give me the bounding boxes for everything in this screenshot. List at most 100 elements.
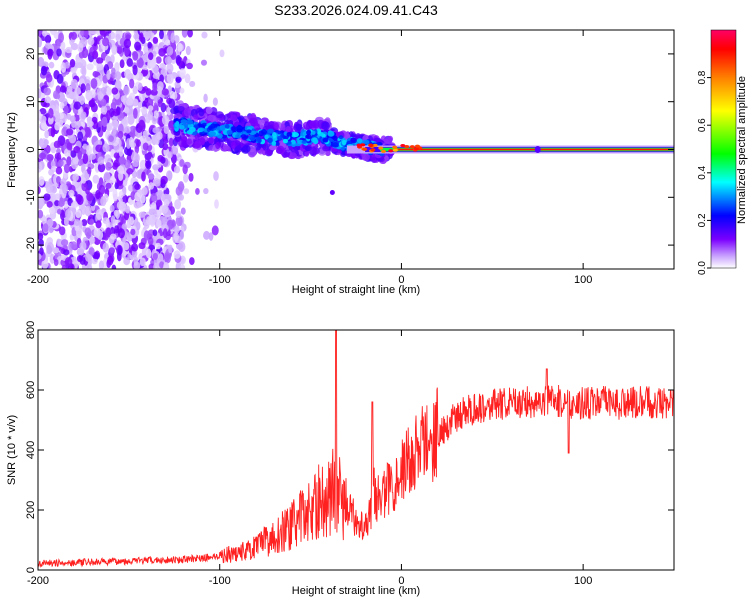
transition-core: [362, 139, 370, 145]
noise-blob: [45, 184, 53, 194]
transition-core: [272, 131, 277, 138]
noise-blob: [124, 211, 130, 221]
noise-blob: [84, 126, 91, 138]
noise-blob: [43, 87, 51, 96]
noise-blob: [103, 171, 111, 183]
noise-blob: [152, 72, 161, 79]
noise-blob: [89, 236, 96, 245]
noise-blob: [80, 30, 86, 37]
noise-blob: [52, 247, 60, 254]
noise-blob: [56, 208, 62, 215]
noise-blob: [139, 159, 147, 171]
transition-core: [277, 135, 283, 141]
noise-blob: [54, 200, 60, 207]
tonal-onset-blob: [388, 149, 394, 153]
noise-blob: [56, 73, 64, 84]
noise-blob: [133, 261, 141, 269]
spectrogram-y-tick-label: 10: [25, 96, 37, 108]
spectrogram-y-tick-label: -10: [25, 189, 37, 205]
transition-blob: [266, 148, 273, 156]
snr-marks: [38, 330, 674, 569]
noise-blob: [148, 208, 157, 216]
tonal-onset-blob: [360, 143, 366, 147]
noise-blob: [138, 242, 146, 250]
noise-blob: [156, 219, 162, 228]
noise-blob: [159, 74, 164, 83]
noise-blob: [60, 239, 69, 246]
noise-blob: [72, 155, 79, 165]
noise-blob: [56, 48, 62, 57]
noise-blob: [212, 97, 218, 106]
noise-blob: [178, 194, 185, 201]
noise-blob: [78, 50, 85, 59]
noise-blob: [115, 210, 120, 220]
noise-blob: [38, 176, 45, 186]
noise-blob: [66, 113, 72, 120]
noise-blob: [107, 255, 114, 266]
noise-blob: [89, 153, 97, 160]
noise-blob: [92, 71, 99, 78]
noise-blob: [130, 228, 136, 236]
noise-blob: [47, 49, 53, 60]
noise-blob: [154, 179, 161, 187]
noise-blob: [97, 156, 105, 165]
snr-y-tick-label: 200: [25, 501, 37, 519]
transition-blob: [387, 135, 394, 143]
noise-blob: [167, 170, 173, 181]
noise-blob: [124, 159, 131, 169]
noise-blob: [131, 243, 139, 252]
noise-blob: [139, 135, 147, 144]
transition-blob: [280, 123, 286, 131]
noise-blob: [136, 139, 142, 147]
noise-blob: [60, 41, 66, 51]
noise-blob: [64, 257, 73, 267]
noise-blob: [92, 50, 99, 60]
transition-core: [174, 122, 179, 128]
snr-x-tick-label: 0: [398, 575, 404, 587]
noise-blob: [183, 173, 189, 183]
noise-blob: [95, 208, 104, 220]
noise-blob: [130, 191, 136, 201]
noise-blob: [134, 183, 141, 190]
noise-blob: [68, 134, 77, 144]
noise-blob: [110, 233, 117, 240]
transition-blob: [295, 123, 303, 130]
noise-blob: [112, 108, 120, 117]
noise-blob: [179, 68, 186, 77]
transition-blob: [230, 114, 237, 122]
transition-blob: [199, 137, 206, 146]
noise-blob: [183, 188, 190, 195]
noise-blob: [106, 69, 111, 81]
noise-blob: [152, 82, 158, 92]
noise-blob: [139, 257, 146, 267]
transition-core: [240, 134, 247, 139]
transition-blob: [205, 106, 213, 115]
noise-blob: [100, 105, 108, 115]
noise-blob: [123, 106, 130, 114]
noise-blob: [41, 30, 48, 37]
noise-blob: [63, 249, 70, 256]
noise-blob: [53, 258, 59, 266]
noise-blob: [126, 168, 134, 175]
noise-blob: [134, 41, 142, 51]
tonal-bump: [534, 146, 541, 153]
noise-blob: [137, 82, 143, 92]
noise-blob: [76, 227, 83, 238]
noise-blob: [153, 110, 159, 119]
spectrogram-y-tick-label: -20: [25, 237, 37, 253]
chart-title: S233.2026.024.09.41.C43: [274, 2, 438, 18]
tonal-onset-blob: [404, 144, 410, 149]
noise-blob: [76, 255, 83, 263]
noise-blob: [214, 199, 219, 209]
noise-blob: [203, 187, 209, 195]
noise-blob: [38, 186, 41, 195]
noise-blob: [63, 163, 70, 174]
noise-blob: [111, 32, 116, 39]
noise-blob: [142, 142, 149, 151]
noise-blob: [133, 107, 138, 119]
noise-blob: [61, 127, 68, 136]
noise-blob: [203, 93, 208, 103]
noise-blob: [117, 228, 125, 239]
noise-blob: [39, 247, 44, 256]
